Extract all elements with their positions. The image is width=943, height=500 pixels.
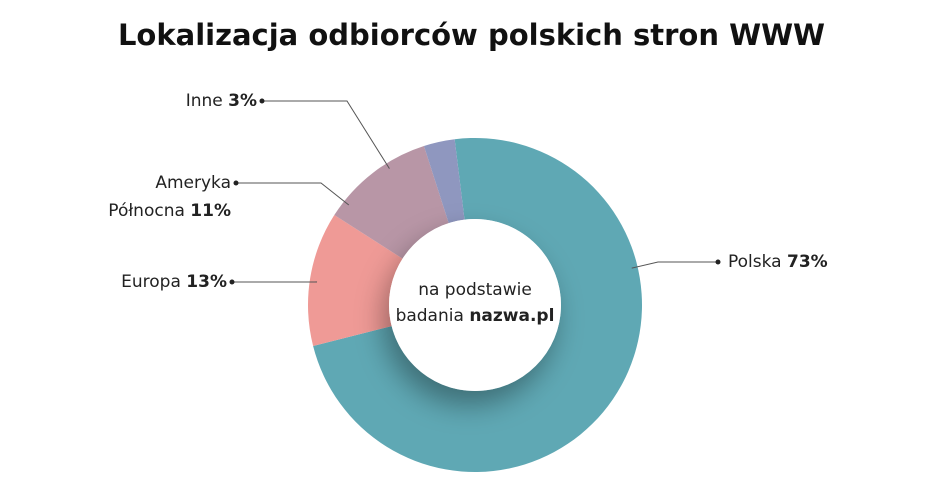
value-label: 73%	[787, 252, 828, 272]
slice	[423, 139, 465, 224]
center-text: na podstawie badania	[395, 280, 532, 326]
leader-line	[631, 261, 718, 269]
slice	[308, 215, 403, 346]
leader-dot	[715, 259, 721, 265]
slice	[334, 145, 449, 259]
leader-line	[262, 100, 390, 169]
leader-line	[236, 182, 350, 206]
center-label: na podstawie badania nazwa.pl	[390, 277, 560, 329]
leader-dot	[233, 180, 239, 186]
value-label: 13%	[186, 272, 227, 292]
value-label: 3%	[228, 91, 257, 111]
slice-label: Ameryka Północna 11%	[86, 169, 231, 225]
leader-dot	[229, 279, 235, 285]
category-name: Inne	[185, 91, 223, 111]
center-circle	[389, 219, 561, 391]
chart-title: Lokalizacja odbiorców polskich stron WWW	[117, 18, 826, 52]
center-bold: nazwa.pl	[469, 306, 555, 326]
value-label: 11%	[190, 201, 231, 221]
slice-label: Inne 3%	[112, 87, 257, 115]
category-name: Ameryka Północna	[108, 173, 231, 221]
category-name: Europa	[121, 272, 181, 292]
slice	[313, 138, 643, 473]
category-name: Polska	[728, 252, 782, 272]
slice-label: Europa 13%	[82, 268, 227, 296]
leader-dot	[259, 98, 265, 104]
slice-label: Polska 73%	[728, 248, 878, 276]
